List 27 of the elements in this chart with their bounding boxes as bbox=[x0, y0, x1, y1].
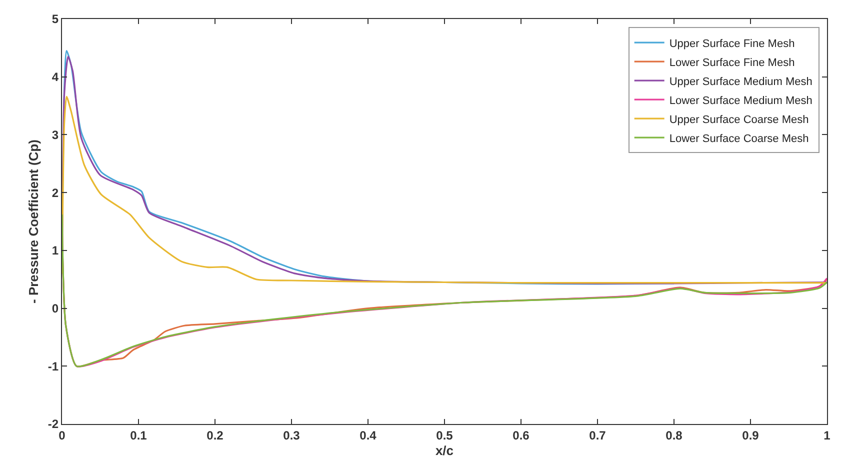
x-tick-label: 0.3 bbox=[283, 428, 300, 442]
legend-label: Upper Surface Fine Mesh bbox=[669, 38, 795, 50]
y-tick-label: 5 bbox=[52, 12, 59, 26]
x-tick-label: 0.7 bbox=[589, 428, 606, 442]
legend-label: Upper Surface Coarse Mesh bbox=[669, 114, 809, 126]
legend-label: Lower Surface Medium Mesh bbox=[669, 94, 812, 107]
y-axis-title: - Pressure Coefficient (Cp) bbox=[26, 140, 41, 304]
y-tick-label: -2 bbox=[48, 417, 59, 432]
x-tick-label: 0.1 bbox=[130, 428, 148, 442]
y-tick-label: -1 bbox=[48, 359, 59, 374]
y-tick-label: 1 bbox=[52, 244, 59, 258]
y-tick-label: 3 bbox=[52, 128, 59, 142]
y-tick-label: 0 bbox=[52, 301, 59, 316]
x-axis-title: x/c bbox=[435, 443, 454, 458]
legend-label: Lower Surface Fine Mesh bbox=[669, 56, 795, 69]
y-tick-label: 2 bbox=[52, 186, 59, 200]
x-tick-label: 0.5 bbox=[436, 428, 454, 442]
x-tick-label: 0.4 bbox=[360, 428, 377, 442]
x-tick-label: 0.8 bbox=[666, 428, 683, 442]
x-tick-label: 0.6 bbox=[512, 428, 530, 442]
line-series bbox=[62, 96, 827, 284]
legend-label: Upper Surface Medium Mesh bbox=[669, 76, 812, 88]
x-tick-label: 0.9 bbox=[742, 428, 760, 442]
x-tick-label: 1 bbox=[824, 428, 831, 442]
y-tick-label: 4 bbox=[52, 70, 59, 84]
legend-label: Lower Surface Coarse Mesh bbox=[669, 132, 809, 145]
x-tick-label: 0.2 bbox=[206, 428, 224, 442]
